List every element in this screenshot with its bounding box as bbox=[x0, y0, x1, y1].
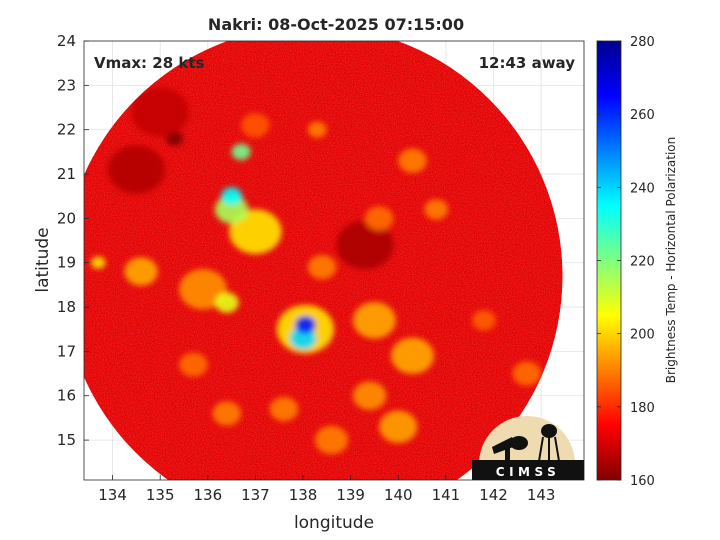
brightness-feature bbox=[131, 87, 189, 137]
x-axis-ticks: 134 135 136 137 138 139 140 141 142 143 bbox=[98, 475, 555, 504]
brightness-feature bbox=[214, 292, 239, 313]
y-axis-ticks: 15 16 17 18 19 20 21 22 23 24 bbox=[57, 32, 89, 449]
chart-title: Nakri: 08-Oct-2025 07:15:00 bbox=[208, 15, 464, 34]
satellite-dish-icon bbox=[492, 436, 528, 462]
colorbar-tick-label: 280 bbox=[630, 35, 655, 50]
brightness-feature bbox=[391, 337, 435, 375]
brightness-feature bbox=[398, 148, 427, 173]
brightness-feature bbox=[424, 199, 449, 220]
brightness-feature bbox=[231, 143, 251, 160]
brightness-feature bbox=[364, 206, 394, 231]
logo-banner bbox=[472, 460, 584, 480]
brightness-feature bbox=[512, 361, 542, 386]
y-tick-label: 24 bbox=[57, 32, 76, 50]
colorbar-tick-label: 200 bbox=[630, 328, 655, 343]
colorbar-tick-label: 220 bbox=[630, 255, 655, 270]
colorbar-tick-label: 180 bbox=[630, 401, 655, 416]
colorbar-label: Brightness Temp - Horizontal Polarizatio… bbox=[664, 137, 678, 384]
x-tick-label: 140 bbox=[384, 486, 413, 504]
x-tick-label: 139 bbox=[336, 486, 365, 504]
brightness-feature bbox=[294, 315, 316, 334]
x-tick-label: 135 bbox=[146, 486, 175, 504]
brightness-feature bbox=[165, 131, 184, 146]
colorbar-tick-label: 240 bbox=[630, 181, 655, 196]
x-axis-label: longitude bbox=[294, 513, 374, 533]
colorbar-ticks: 160 180 200 220 240 260 280 bbox=[597, 35, 655, 489]
y-tick-label: 22 bbox=[57, 121, 76, 139]
brightness-feature bbox=[229, 209, 282, 254]
x-tick-label: 134 bbox=[98, 486, 127, 504]
y-tick-label: 16 bbox=[57, 387, 76, 405]
y-tick-label: 18 bbox=[57, 298, 76, 316]
brightness-feature bbox=[241, 113, 270, 138]
x-tick-label: 143 bbox=[527, 486, 556, 504]
brightness-feature bbox=[179, 269, 227, 310]
plot-frame bbox=[83, 40, 585, 481]
brightness-feature bbox=[91, 256, 106, 269]
brightness-feature bbox=[379, 410, 418, 443]
water-tower-icon bbox=[538, 424, 560, 462]
brightness-feature bbox=[307, 121, 327, 138]
y-axis-label: latitude bbox=[33, 227, 53, 292]
brightness-feature bbox=[353, 302, 396, 339]
x-tick-label: 138 bbox=[289, 486, 318, 504]
brightness-feature bbox=[124, 257, 158, 286]
x-tick-label: 137 bbox=[241, 486, 270, 504]
y-tick-label: 15 bbox=[57, 431, 76, 449]
colorbar-tick-label: 260 bbox=[630, 108, 655, 123]
y-tick-label: 21 bbox=[57, 165, 76, 183]
convection-features bbox=[91, 87, 542, 455]
brightness-feature bbox=[307, 255, 337, 280]
brightness-feature bbox=[214, 195, 249, 224]
brightness-feature bbox=[472, 310, 496, 331]
swath-image bbox=[84, 41, 563, 480]
x-tick-label: 141 bbox=[432, 486, 461, 504]
brightness-feature bbox=[107, 145, 165, 194]
brightness-feature bbox=[221, 187, 243, 206]
y-tick-label: 23 bbox=[57, 76, 76, 94]
y-tick-label: 17 bbox=[57, 342, 76, 360]
colorbar-tick-label: 160 bbox=[630, 474, 655, 489]
y-tick-label: 20 bbox=[57, 209, 76, 227]
brightness-feature bbox=[314, 425, 349, 455]
x-tick-label: 142 bbox=[479, 486, 508, 504]
cimss-logo: CIMSS bbox=[472, 416, 584, 480]
away-annotation: 12:43 away bbox=[479, 54, 576, 72]
y-tick-label: 19 bbox=[57, 254, 76, 272]
brightness-feature bbox=[179, 352, 208, 377]
brightness-feature bbox=[336, 220, 394, 270]
brightness-feature bbox=[353, 381, 387, 410]
vmax-annotation: Vmax: 28 kts bbox=[94, 54, 204, 72]
brightness-feature bbox=[269, 396, 299, 422]
x-tick-label: 136 bbox=[193, 486, 222, 504]
logo-text: CIMSS bbox=[496, 465, 560, 479]
brightness-feature bbox=[212, 401, 242, 426]
